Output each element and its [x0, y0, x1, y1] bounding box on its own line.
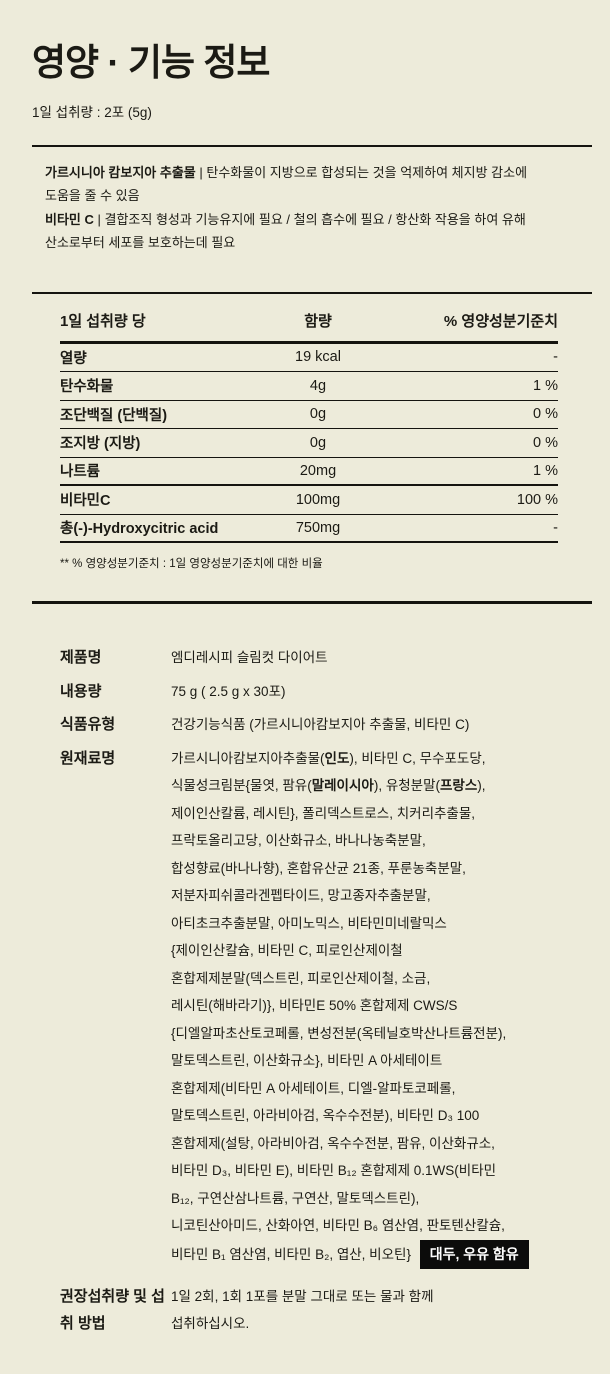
nutrient-name: 비타민C — [60, 493, 111, 510]
table-row-vitamin-c: 비타민C 100mg 100 % — [60, 486, 558, 515]
table-row-sodium: 나트륨 20mg 1 % — [60, 458, 558, 487]
detail-label: 식품유형 — [60, 716, 116, 734]
nutrient-name: 조지방 (지방) — [60, 436, 141, 453]
nutrient-name: 조단백질 (단백질) — [60, 407, 168, 424]
allergen-badge: 대두, 우유 함유 — [419, 1239, 529, 1269]
table-row-carbohydrate: 탄수화물 4g 1 % — [60, 372, 558, 401]
nutrient-amount: 19 kcal — [295, 349, 341, 366]
nutrient-name: 나트륨 — [60, 464, 101, 481]
nutrient-amount: 4g — [309, 377, 327, 394]
section-divider-table — [32, 291, 592, 294]
column-header-daily-value: % 영양성분기준치 — [443, 312, 558, 330]
detail-value: 75 g ( 2.5 g x 30포) — [171, 683, 286, 699]
ingredients-runs: 가르시니아캄보지아추출물(인도), 비타민 C, 무수포도당, 식물성크림분{물… — [171, 750, 507, 1262]
detail-label: 내용량 — [60, 682, 102, 700]
nutrient-name: 총(-)-Hydroxycitric acid — [60, 521, 219, 538]
function-info-item-vitamin-c: 비타민 C | 결합조직 형성과 기능유지에 필요 / 철의 흡수에 필요 / … — [45, 211, 526, 251]
product-details-section: 제품명 엠디레시피 슬림컷 다이어트 내용량 75 g ( 2.5 g x 30… — [60, 644, 580, 1338]
nutrient-amount: 0g — [309, 434, 327, 451]
detail-value: 1일 2회, 1회 1포를 분말 그대로 또는 물과 함께 섭취하십시오. — [171, 1288, 434, 1332]
column-header-per-serving: 1일 섭취량 당 — [60, 312, 146, 330]
nutrient-percent: - — [553, 349, 558, 366]
table-row-fat: 조지방 (지방) 0g 0 % — [60, 429, 558, 458]
table-row-hca: 총(-)-Hydroxycitric acid 750mg - — [60, 515, 558, 544]
nutrient-name: 탄수화물 — [60, 379, 114, 396]
nutrient-name: 열량 — [60, 350, 87, 367]
detail-label: 권장섭취량 및 섭취 방법 — [60, 1287, 165, 1333]
detail-label: 제품명 — [60, 649, 102, 667]
daily-intake-note: 1일 섭취량 : 2포 (5g) — [32, 104, 152, 120]
table-header-row: 1일 섭취량 당 함량 % 영양성분기준치 — [60, 294, 558, 344]
nutrition-info-page: 영양 · 기능 정보 1일 섭취량 : 2포 (5g) 가르시니아 캄보지아 추… — [32, 42, 592, 1338]
function-info-section: 가르시니아 캄보지아 추출물 | 탄수화물이 지방으로 합성되는 것을 억제하여… — [32, 147, 592, 268]
detail-value: 건강기능식품 (가르시니아캄보지아 추출물, 비타민 C) — [171, 717, 470, 733]
detail-row-intake-method: 권장섭취량 및 섭취 방법 1일 2회, 1회 1포를 분말 그대로 또는 물과… — [60, 1283, 580, 1338]
column-header-amount: 함량 — [304, 312, 332, 330]
nutrient-amount: 750mg — [295, 519, 341, 536]
detail-row-food-type: 식품유형 건강기능식품 (가르시니아캄보지아 추출물, 비타민 C) — [60, 711, 580, 739]
ingredients-text: 가르시니아캄보지아추출물(인도), 비타민 C, 무수포도당, 식물성크림분{물… — [171, 745, 580, 1269]
table-row-calories: 열량 19 kcal - — [60, 344, 558, 373]
section-divider-details — [32, 601, 592, 605]
detail-label: 원재료명 — [60, 749, 116, 767]
detail-row-net-content: 내용량 75 g ( 2.5 g x 30포) — [60, 678, 580, 706]
page-title: 영양 · 기능 정보 — [32, 42, 270, 83]
section-divider-top — [32, 144, 592, 147]
detail-row-product-name: 제품명 엠디레시피 슬림컷 다이어트 — [60, 644, 580, 672]
nutrient-percent: 1 % — [533, 377, 558, 394]
table-row-protein: 조단백질 (단백질) 0g 0 % — [60, 401, 558, 430]
nutrient-percent: 1 % — [533, 462, 558, 479]
nutrient-percent: 0 % — [533, 434, 558, 451]
nutrient-amount: 100mg — [295, 491, 341, 508]
nutrient-amount: 0g — [309, 406, 327, 423]
table-footnote: ** % 영양성분기준치 : 1일 영양성분기준치에 대한 비율 — [60, 558, 323, 571]
nutrient-amount: 20mg — [299, 462, 337, 479]
detail-value: 엠디레시피 슬림컷 다이어트 — [171, 650, 328, 666]
nutrition-table: 1일 섭취량 당 함량 % 영양성분기준치 열량 19 kcal - 탄수화물 … — [60, 294, 558, 544]
detail-row-ingredients: 원재료명 가르시니아캄보지아추출물(인도), 비타민 C, 무수포도당, 식물성… — [60, 745, 580, 1269]
nutrient-percent: 0 % — [533, 406, 558, 423]
nutrient-percent: 100 % — [516, 491, 558, 508]
function-info-item-garcinia: 가르시니아 캄보지아 추출물 | 탄수화물이 지방으로 합성되는 것을 억제하여… — [45, 164, 528, 204]
nutrient-percent: - — [553, 519, 558, 536]
